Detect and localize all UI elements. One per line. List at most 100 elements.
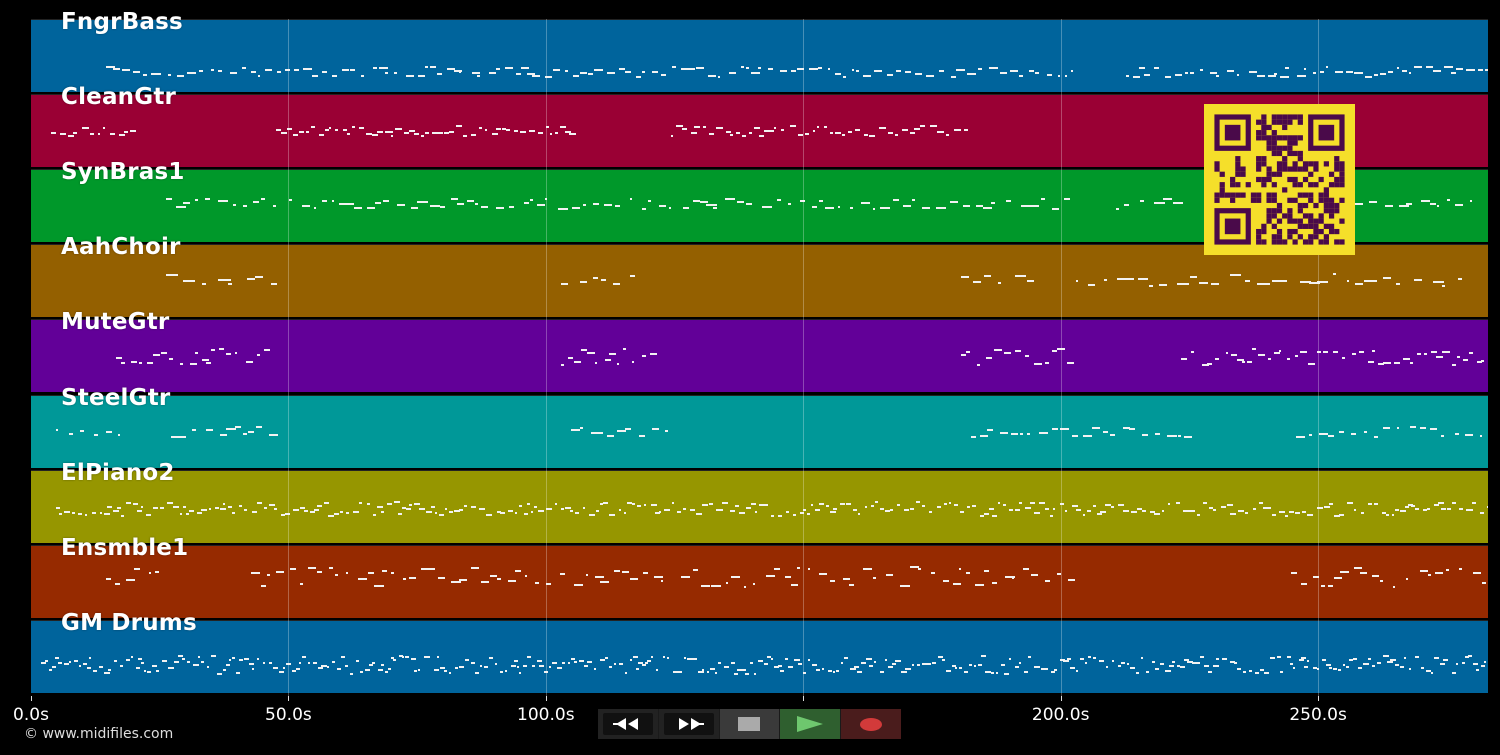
midi-note — [135, 666, 141, 669]
midi-note — [1087, 656, 1091, 659]
midi-note — [1352, 352, 1356, 355]
midi-note — [1312, 575, 1320, 578]
midi-note — [1299, 281, 1312, 284]
midi-note — [1286, 357, 1290, 360]
midi-note — [901, 129, 908, 132]
midi-note — [842, 133, 846, 136]
midi-note — [523, 201, 530, 204]
midi-note — [1444, 66, 1454, 69]
midi-note — [724, 665, 730, 668]
midi-note — [277, 71, 281, 74]
midi-note — [519, 131, 527, 134]
midi-note — [1316, 667, 1319, 670]
midi-note — [361, 74, 364, 77]
midi-note — [631, 361, 635, 364]
midi-note — [506, 128, 511, 131]
midi-note — [293, 134, 299, 137]
midi-note — [92, 511, 97, 514]
fast-forward-button[interactable] — [658, 709, 719, 739]
midi-note — [241, 66, 246, 69]
midi-note — [130, 360, 137, 363]
midi-note — [1327, 585, 1334, 588]
play-button[interactable] — [780, 709, 841, 739]
midi-note — [966, 351, 971, 354]
midi-note — [1091, 427, 1101, 430]
midi-note — [778, 514, 783, 517]
midi-note — [968, 664, 973, 667]
midi-note — [103, 512, 110, 515]
midi-note — [318, 133, 324, 136]
midi-note — [796, 68, 805, 71]
midi-note — [981, 655, 986, 658]
midi-note — [523, 665, 527, 667]
midi-note — [120, 362, 126, 365]
midi-note — [1154, 202, 1166, 205]
midi-note — [1169, 665, 1175, 668]
midi-note — [595, 362, 598, 365]
midi-note — [983, 569, 989, 572]
midi-note — [1167, 434, 1177, 437]
midi-note — [590, 432, 600, 435]
midi-note — [1154, 667, 1159, 670]
midi-note — [302, 655, 307, 658]
midi-note — [922, 207, 930, 210]
midi-note — [1225, 658, 1228, 661]
midi-note — [345, 572, 349, 575]
midi-note — [335, 573, 339, 576]
midi-note — [383, 199, 389, 202]
midi-note — [1247, 361, 1252, 364]
midi-note — [1350, 432, 1357, 435]
midi-note — [1415, 507, 1419, 510]
midi-note — [568, 661, 571, 664]
stop-button[interactable] — [719, 709, 780, 739]
midi-note — [430, 66, 437, 68]
midi-note — [530, 198, 534, 201]
midi-note — [608, 353, 616, 356]
midi-note — [1129, 277, 1134, 280]
midi-note — [543, 670, 548, 673]
midi-note — [1071, 435, 1078, 438]
midi-note — [992, 582, 998, 585]
midi-note — [624, 71, 631, 73]
midi-note — [256, 426, 262, 429]
midi-note — [306, 130, 310, 133]
midi-note — [534, 581, 539, 584]
midi-note — [459, 508, 463, 511]
midi-note — [130, 655, 133, 658]
midi-note — [1445, 658, 1448, 661]
midi-note — [1364, 280, 1374, 283]
midi-note — [793, 514, 796, 516]
midi-note — [798, 663, 802, 665]
midi-note — [230, 71, 238, 74]
midi-note — [1400, 510, 1406, 513]
midi-note — [1111, 659, 1114, 662]
midi-note — [581, 348, 587, 351]
midi-note — [1469, 352, 1474, 355]
midi-note — [73, 132, 78, 135]
midi-note — [113, 68, 121, 71]
midi-note — [177, 75, 184, 78]
midi-note — [365, 669, 371, 671]
midi-note — [438, 576, 446, 579]
midi-note — [568, 357, 573, 360]
midi-note — [1075, 669, 1078, 672]
midi-note — [255, 275, 263, 278]
midi-note — [420, 134, 425, 137]
midi-note — [961, 353, 966, 356]
midi-note — [701, 584, 710, 587]
midi-note — [1155, 432, 1161, 435]
midi-note — [1322, 659, 1327, 662]
midi-note — [514, 569, 521, 572]
record-button[interactable] — [841, 709, 901, 739]
midi-note — [352, 126, 356, 129]
midi-note — [718, 661, 722, 664]
rewind-button[interactable] — [598, 709, 658, 739]
midi-note — [1383, 426, 1391, 429]
midi-note — [1215, 358, 1219, 361]
midi-note — [746, 203, 753, 206]
midi-note — [1428, 573, 1431, 576]
midi-note — [515, 73, 522, 76]
midi-note — [332, 75, 337, 78]
midi-note — [911, 198, 915, 201]
midi-note — [763, 129, 769, 132]
